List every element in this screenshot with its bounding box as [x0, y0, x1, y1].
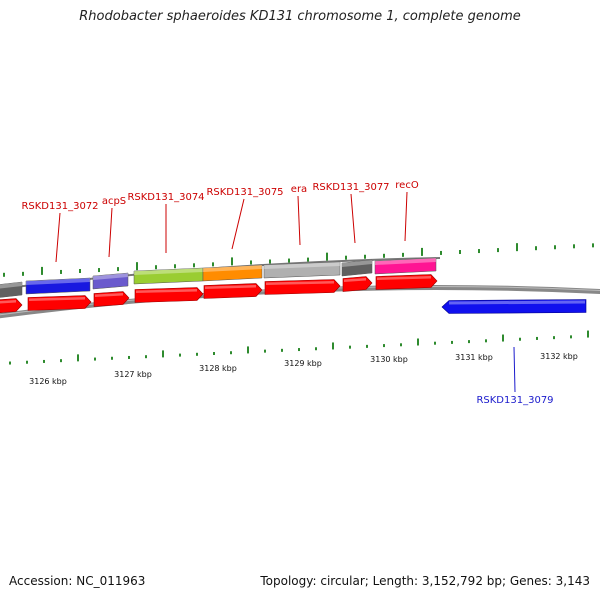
leader-line: [404, 191, 408, 242]
gene-block-shine: [342, 260, 372, 267]
leader-line: [55, 212, 61, 263]
cds-arrow-shine: [29, 297, 85, 301]
gene-block-rskd131_3077: [341, 259, 373, 277]
kbp-label: 3126 kbp: [29, 377, 67, 386]
gene-color-blocks: [0, 257, 437, 298]
cds-arrow: [93, 291, 130, 307]
gene-block-shine: [93, 273, 128, 280]
cds-arrow-shine: [0, 300, 16, 304]
gene-arrow-rskd131_3079: [441, 299, 587, 314]
label-leader-lines: [55, 191, 516, 393]
cds-arrow-shine: [205, 285, 256, 289]
kbp-label: 3132 kbp: [540, 352, 578, 361]
gene-block-shine: [203, 265, 262, 272]
gene-label-rskd131_3077[interactable]: RSKD131_3077: [312, 182, 389, 193]
gene-block-shine: [134, 268, 203, 275]
gene-block-rskd131_3075: [202, 264, 263, 282]
gene-block-partial: [0, 281, 23, 298]
gene-block-era: [263, 261, 341, 279]
gene-label-acps[interactable]: acpS: [102, 196, 126, 207]
cds-arrow-shine: [95, 293, 123, 297]
kbp-label: 3130 kbp: [370, 355, 408, 364]
gene-block-reco: [374, 257, 437, 275]
leader-line: [108, 207, 113, 258]
cds-arrow: [203, 283, 263, 299]
leader-line: [297, 195, 301, 246]
gene-block-shine: [264, 262, 340, 269]
kbp-label: 3131 kbp: [455, 353, 493, 362]
cds-arrow-shine: [266, 281, 334, 285]
accession-text: Accession: NC_011963: [9, 574, 146, 588]
cds-arrow: [27, 295, 92, 311]
gene-label-reco[interactable]: recO: [395, 180, 419, 191]
gene-block-shine: [375, 258, 436, 265]
cds-arrows: [0, 274, 438, 314]
cds-arrow-shine: [136, 289, 197, 293]
gene-label-rskd131_3074[interactable]: RSKD131_3074: [127, 192, 204, 203]
leader-line: [513, 346, 516, 393]
kbp-label: 3129 kbp: [284, 359, 322, 368]
leader-line: [350, 193, 356, 244]
genome-summary-text: Topology: circular; Length: 3,152,792 bp…: [260, 574, 590, 588]
inner-tick-marks: [9, 330, 589, 365]
cds-arrow-shine: [344, 278, 366, 282]
cds-arrow: [264, 279, 341, 295]
kbp-label: 3127 kbp: [114, 370, 152, 379]
map-title: Rhodobacter sphaeroides KD131 chromosome…: [79, 9, 521, 24]
gene-block-rskd131_3072: [25, 277, 91, 295]
cds-arrow: [0, 298, 23, 314]
kbp-label: 3128 kbp: [199, 364, 237, 373]
kbp-scale-labels: 3126 kbp 3127 kbp 3128 kbp 3129 kbp 3130 kbp…: [29, 352, 578, 386]
gene-label-rskd131_3072[interactable]: RSKD131_3072: [21, 201, 98, 212]
gene-label-rskd131_3075[interactable]: RSKD131_3075: [206, 187, 283, 198]
cds-arrow: [342, 276, 373, 292]
outer-tick-marks: [3, 243, 594, 277]
gene-label-rskd131_3079[interactable]: RSKD131_3079: [476, 395, 553, 406]
gene-arrow-shine: [449, 300, 585, 305]
gene-block-acps: [92, 272, 129, 290]
minus-strand-genes: [441, 299, 587, 314]
cds-arrow: [134, 287, 204, 303]
gene-labels: RSKD131_3072 acpS RSKD131_3074 RSKD131_3075…: [21, 180, 553, 406]
gene-block-shine: [0, 282, 22, 289]
cds-arrow-shine: [377, 276, 431, 280]
gene-block-shine: [26, 278, 90, 285]
gene-label-era[interactable]: era: [291, 184, 307, 195]
leader-line: [231, 198, 245, 250]
cds-arrow: [375, 274, 438, 290]
